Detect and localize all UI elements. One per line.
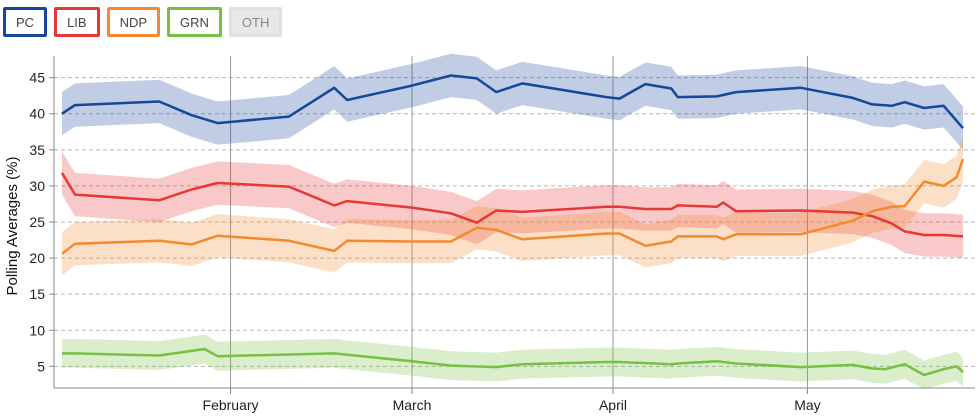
legend: PC LIB NDP GRN OTH	[3, 7, 283, 37]
y-tick-label: 35	[29, 142, 45, 158]
x-axis-ticks: February March April May	[203, 388, 821, 413]
legend-button-grn[interactable]: GRN	[167, 7, 222, 37]
line-pc	[61, 74, 964, 130]
line-grn	[62, 347, 964, 377]
line-lib	[60, 172, 964, 238]
x-tick-label: May	[794, 397, 820, 413]
x-tick-label: February	[203, 397, 259, 413]
y-tick-label: 25	[29, 214, 45, 230]
legend-button-oth[interactable]: OTH	[228, 7, 283, 37]
series-lines	[60, 74, 965, 377]
legend-button-pc[interactable]: PC	[3, 7, 48, 37]
y-tick-label: 30	[29, 178, 45, 194]
y-tick-label: 40	[29, 106, 45, 122]
x-tick-label: April	[599, 397, 627, 413]
confidence-bands	[62, 53, 963, 390]
y-axis-title: Polling Averages (%)	[4, 157, 21, 296]
y-tick-label: 45	[29, 70, 45, 86]
y-tick-label: 20	[29, 250, 45, 266]
y-tick-label: 5	[37, 358, 45, 374]
y-tick-label: 10	[29, 322, 45, 338]
y-tick-label: 15	[29, 286, 45, 302]
y-axis-ticks: 5 10 15 20 25 30 35 40 45	[29, 70, 54, 374]
x-tick-label: March	[393, 397, 432, 413]
legend-button-ndp[interactable]: NDP	[106, 7, 161, 37]
band-grn	[62, 334, 963, 390]
band-pc	[62, 53, 963, 150]
legend-button-lib[interactable]: LIB	[54, 7, 100, 37]
band-lib	[62, 151, 963, 259]
line-ndp	[61, 158, 965, 255]
grid	[53, 56, 975, 389]
